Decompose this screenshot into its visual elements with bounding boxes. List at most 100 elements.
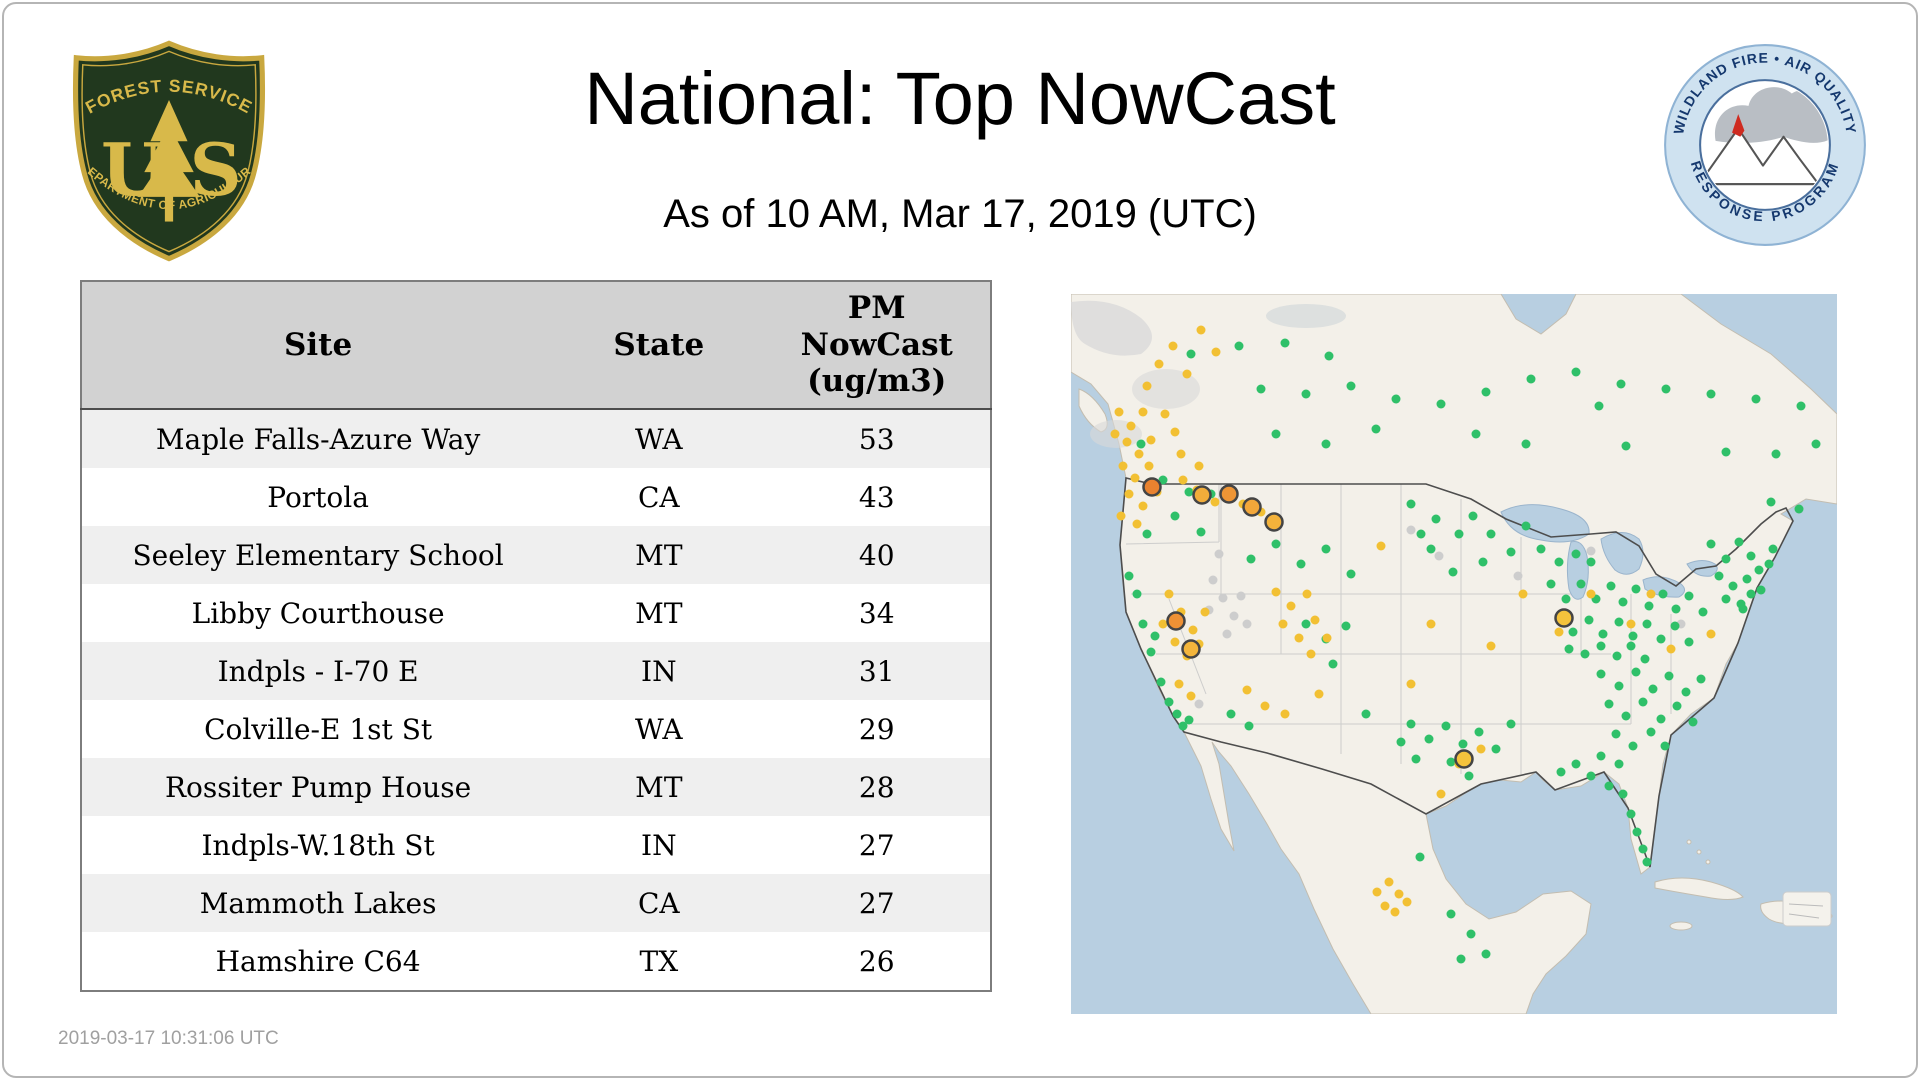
monitor-dot [1122, 437, 1132, 447]
monitor-dot [1464, 771, 1474, 781]
monitor-dot [1406, 499, 1416, 509]
monitor-dot [1771, 449, 1781, 459]
monitor-dot [1688, 717, 1698, 727]
monitor-dot [1341, 621, 1351, 631]
state-cell: WA [635, 422, 683, 456]
monitor-dot [1406, 719, 1416, 729]
monitor-dot [1656, 634, 1666, 644]
monitor-dot [1666, 644, 1676, 654]
monitor-dot [1114, 407, 1124, 417]
monitor-dot [1618, 597, 1628, 607]
monitor-dot [1671, 604, 1681, 614]
monitor-dot [1170, 427, 1180, 437]
top-site-marker [1166, 611, 1186, 631]
state-cell: IN [641, 654, 677, 688]
monitor-dot [1660, 741, 1670, 751]
monitor-dot [1271, 539, 1281, 549]
monitor-dot [1138, 619, 1148, 629]
state-cell: MT [635, 538, 683, 572]
monitor-dot [1132, 519, 1142, 529]
monitor-dot [1576, 579, 1586, 589]
monitor-dot [1321, 439, 1331, 449]
monitor-dot [1614, 681, 1624, 691]
site-cell: Portola [267, 480, 369, 514]
monitor-dot [1568, 627, 1578, 637]
monitor-dot [1481, 949, 1491, 959]
monitor-dot [1376, 541, 1386, 551]
monitor-dot [1684, 637, 1694, 647]
monitor-dot [1670, 621, 1680, 631]
monitor-dot [1596, 669, 1606, 679]
monitor-dot [1138, 407, 1148, 417]
monitor-dot [1229, 611, 1239, 621]
monitor-dot [1310, 615, 1320, 625]
monitor-dot [1134, 449, 1144, 459]
monitor-dot [1402, 897, 1412, 907]
monitor-dot [1138, 501, 1148, 511]
table-header-row: Site State PM NowCast (ug/m3) [81, 281, 991, 410]
monitor-dot [1242, 685, 1252, 695]
map-inset-box [1782, 891, 1832, 927]
monitor-dot [1346, 569, 1356, 579]
monitor-dot [1226, 709, 1236, 719]
monitor-dot [1481, 387, 1491, 397]
monitor-dot [1174, 679, 1184, 689]
monitor-dot [1466, 929, 1476, 939]
monitor-dot [1158, 475, 1168, 485]
monitor-dot [1684, 591, 1694, 601]
monitor-dot [1616, 379, 1626, 389]
monitor-dot [1764, 559, 1774, 569]
top-site-marker [1192, 485, 1212, 505]
monitor-dot [1426, 544, 1436, 554]
smoke-plume-icon [1714, 87, 1828, 144]
monitor-dot [1561, 594, 1571, 604]
monitor-dot [1390, 907, 1400, 917]
table-row: Rossiter Pump House MT 28 [81, 758, 991, 816]
airfire-program-logo: WILDLAND FIRE • AIR QUALITY RESPONSE PRO… [1664, 44, 1866, 246]
monitor-dot [1746, 589, 1756, 599]
monitor-dot [1208, 575, 1218, 585]
monitor-dot [1474, 727, 1484, 737]
monitor-dot [1571, 549, 1581, 559]
monitor-dot [1706, 629, 1716, 639]
monitor-dot [1280, 338, 1290, 348]
monitor-dot [1294, 633, 1304, 643]
pine-tree-icon [138, 100, 200, 222]
monitor-dot [1564, 644, 1574, 654]
table-row: Portola CA 43 [81, 468, 991, 526]
nowcast-table-body: Maple Falls-Azure Way WA 53 Portola CA 43 Seel… [81, 409, 991, 991]
table-row: Seeley Elementary School MT 40 [81, 526, 991, 584]
value-cell: 28 [858, 770, 895, 804]
monitor-dot [1611, 729, 1621, 739]
monitor-dot [1144, 461, 1154, 471]
monitor-dot [1536, 544, 1546, 554]
top-site-marker [1242, 497, 1262, 517]
monitor-dot [1384, 877, 1394, 887]
monitor-dot [1506, 719, 1516, 729]
value-cell: 26 [858, 944, 895, 978]
state-cell: CA [638, 886, 680, 920]
monitor-dot [1486, 529, 1496, 539]
monitor-dot [1491, 744, 1501, 754]
monitor-dot [1178, 475, 1188, 485]
monitor-dot [1526, 374, 1536, 384]
page-subtitle: As of 10 AM, Mar 17, 2019 (UTC) [663, 192, 1257, 236]
value-cell: 34 [858, 596, 895, 630]
monitor-dot [1322, 633, 1332, 643]
table-row: Indpls - I-70 E IN 31 [81, 642, 991, 700]
monitor-dot [1604, 699, 1614, 709]
monitor-dot [1415, 852, 1425, 862]
monitor-dot [1458, 739, 1468, 749]
table-row: Indpls-W.18th St IN 27 [81, 816, 991, 874]
monitor-dot [1456, 954, 1466, 964]
monitor-dot [1210, 497, 1220, 507]
monitor-dot [1396, 737, 1406, 747]
top-site-marker [1219, 484, 1239, 504]
monitor-dot [1486, 641, 1496, 651]
monitor-dot [1794, 504, 1804, 514]
monitor-dot [1746, 551, 1756, 561]
site-cell: Maple Falls-Azure Way [155, 422, 481, 456]
site-cell: Mammoth Lakes [199, 886, 437, 920]
monitor-dot [1142, 381, 1152, 391]
monitor-dot [1586, 589, 1596, 599]
